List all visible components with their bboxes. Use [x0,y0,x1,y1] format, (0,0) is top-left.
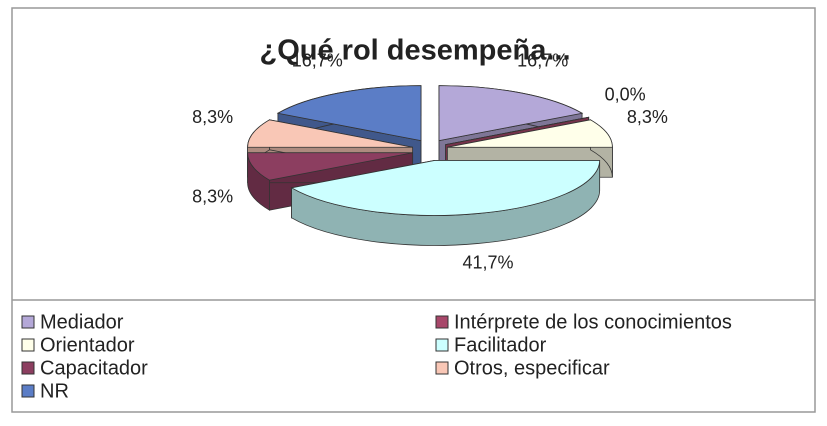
data-label: 8,3% [627,107,668,127]
data-label: 0,0% [605,84,646,104]
slice-top [290,160,601,216]
legend-swatch [435,315,449,329]
legend-label: NR [40,380,69,402]
legend-label: Mediador [40,311,124,333]
legend-swatch [435,338,449,352]
pie-slice [290,159,601,246]
slice-top [276,85,422,142]
legend-swatch [435,361,449,375]
data-label: 41,7% [462,253,513,273]
slice-top [247,119,413,148]
legend-swatch [21,384,35,398]
data-label: 8,3% [192,107,233,127]
data-label: 16,7% [517,50,568,70]
legend-label: Otros, especificar [454,357,610,379]
legend-label: Intérprete de los conocimientos [454,311,732,333]
chart-title: ¿Qué rol desempeña... [259,35,570,67]
data-label: 16,7% [292,50,343,70]
legend-swatch [21,361,35,375]
legend-label: Facilitador [454,334,547,356]
slice-top [438,85,584,142]
data-label: 8,3% [192,187,233,207]
legend-label: Capacitador [40,357,148,379]
legend-swatch [21,338,35,352]
slice-top [447,119,613,148]
legend-swatch [21,315,35,329]
legend-label: Orientador [40,334,135,356]
slice-top [247,152,413,181]
